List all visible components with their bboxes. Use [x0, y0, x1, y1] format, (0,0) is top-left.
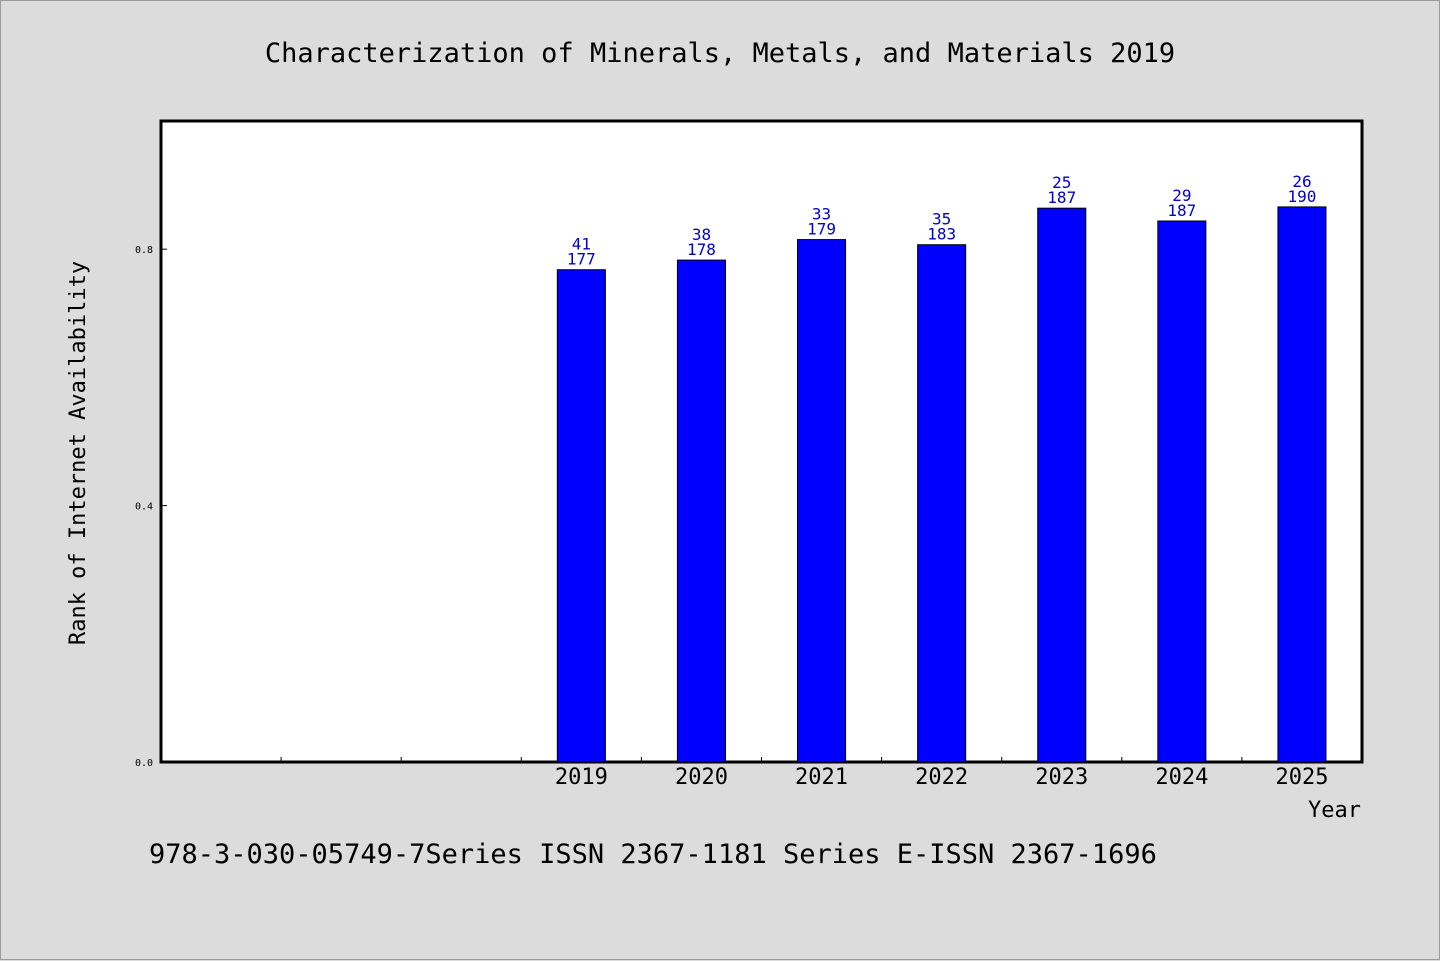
x-axis-label: Year — [1308, 798, 1361, 823]
bar-label-bottom: 179 — [807, 220, 836, 239]
bar-2022 — [917, 244, 967, 763]
y-axis-label: Rank of Internet Availability — [66, 261, 91, 645]
bar-label-bottom: 177 — [567, 250, 596, 269]
x-tick-label: 2023 — [1035, 765, 1088, 790]
x-tick-label: 2021 — [795, 765, 848, 790]
bar-label-bottom: 187 — [1047, 188, 1076, 207]
bar-label-bottom: 183 — [927, 225, 956, 244]
bar-2020 — [676, 259, 726, 763]
bar-2025 — [1277, 206, 1327, 763]
y-tick-label: 0.8 — [135, 245, 153, 256]
x-tick-label: 2025 — [1275, 765, 1328, 790]
x-tick-label: 2022 — [915, 765, 968, 790]
bar-label-top: 38 — [692, 225, 711, 244]
bar-label-top: 33 — [812, 205, 831, 224]
x-tick-label: 2020 — [675, 765, 728, 790]
bar-label-top: 29 — [1172, 186, 1191, 205]
bar-series — [556, 206, 1327, 763]
x-tick-label: 2024 — [1155, 765, 1208, 790]
y-tick-label: 0.0 — [135, 758, 153, 769]
bar-label-bottom: 187 — [1167, 201, 1196, 220]
bar-label-top: 41 — [572, 235, 591, 254]
bar-label-top: 26 — [1292, 172, 1311, 191]
bar-label-bottom: 190 — [1287, 187, 1316, 206]
chart-title: Characterization of Minerals, Metals, an… — [265, 38, 1175, 69]
bar-label-top: 25 — [1052, 173, 1071, 192]
bar-2024 — [1157, 220, 1207, 763]
bar-2023 — [1037, 207, 1087, 763]
bar-label-bottom: 178 — [687, 240, 716, 259]
x-axis-tick-labels: 2019 2020 2021 2022 2023 2024 2025 — [555, 765, 1329, 790]
x-axis-ticks — [280, 757, 1243, 762]
bar-label-top: 35 — [932, 210, 951, 229]
bar-2021 — [797, 239, 847, 763]
y-axis-ticks: 0.0 0.4 0.8 — [135, 245, 167, 769]
x-tick-label: 2019 — [555, 765, 608, 790]
isbn-footer: 978-3-030-05749-7Series ISSN 2367-1181 S… — [149, 839, 1157, 870]
bar-2019 — [556, 269, 606, 763]
y-tick-label: 0.4 — [135, 502, 153, 513]
